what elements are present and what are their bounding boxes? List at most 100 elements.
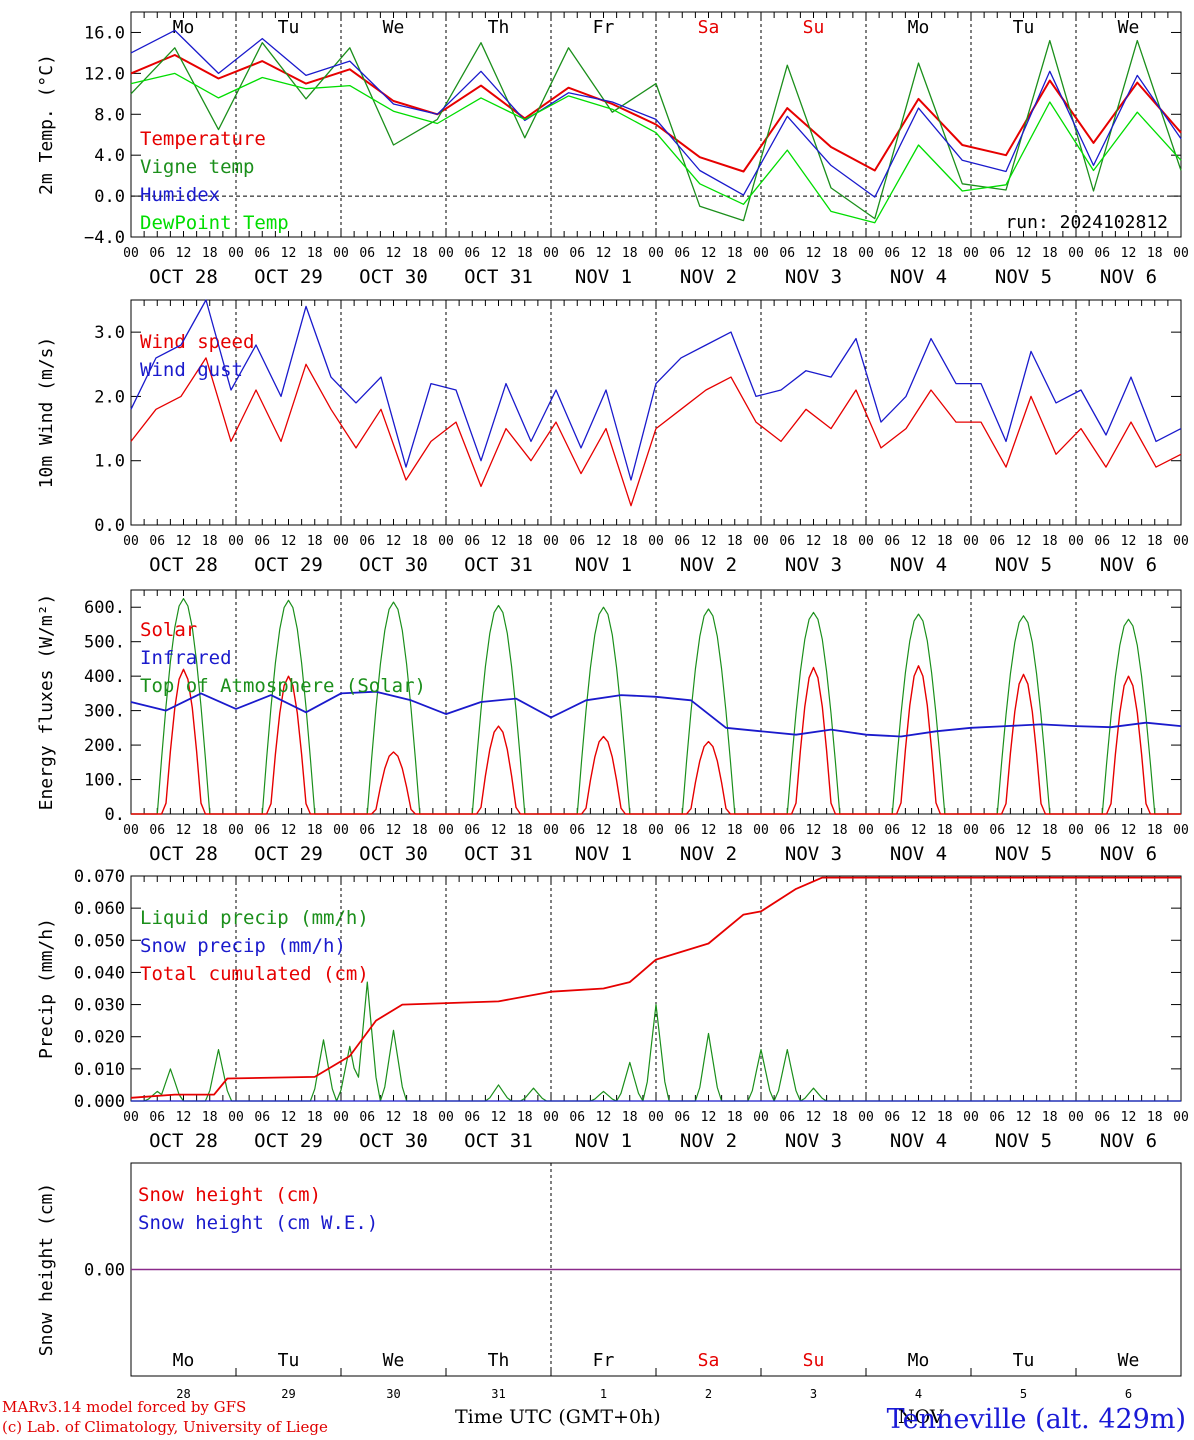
hour-tick-label: 00 [123,823,139,838]
hour-tick-label: 00 [753,534,769,549]
hour-tick-label: 00 [123,1110,139,1125]
date-label: OCT 31 [464,266,533,288]
hour-tick-label: 00 [648,823,664,838]
day-number-label: 4 [915,1387,922,1401]
hour-tick-label: 12 [806,823,822,838]
total-precip-line [130,876,1181,1099]
date-label: NOV 3 [785,843,842,865]
date-label: OCT 28 [149,554,218,576]
y-axis-label: Snow height (cm) [36,1183,57,1356]
hour-tick-label: 00 [753,246,769,261]
hour-tick-label: 06 [674,1110,690,1125]
hour-tick-label: 12 [911,1110,927,1125]
date-label: OCT 29 [254,843,323,865]
hour-tick-label: 00 [1173,1110,1189,1125]
date-label: OCT 28 [149,1130,218,1152]
day-number-label: 28 [176,1387,190,1401]
hour-tick-label: 06 [464,246,480,261]
legend-entry: Infrared [140,647,232,669]
date-label: NOV 1 [575,1130,632,1152]
weekday-label: We [1118,1350,1140,1371]
hour-tick-label: 06 [674,823,690,838]
hour-tick-label: 18 [622,1110,638,1125]
weekday-label: We [1118,17,1140,38]
hour-tick-label: 06 [149,534,165,549]
weekday-label: Fr [593,1350,615,1371]
hour-tick-label: 12 [701,246,717,261]
hour-tick-label: 00 [1173,534,1189,549]
date-label: NOV 4 [890,1130,947,1152]
hour-tick-label: 12 [1121,534,1137,549]
hour-tick-label: 18 [622,246,638,261]
hour-tick-label: 12 [596,534,612,549]
date-label: OCT 29 [254,266,323,288]
legend-entry: DewPoint Temp [140,212,289,234]
temp-series-line [130,54,1182,173]
y-tick-label: 1.0 [94,452,125,472]
weekday-label: Sa [698,1350,720,1371]
hour-tick-label: 06 [989,1110,1005,1125]
hour-tick-label: 00 [123,246,139,261]
hour-tick-label: 18 [1147,246,1163,261]
hour-tick-label: 18 [832,1110,848,1125]
hour-tick-label: 06 [1094,1110,1110,1125]
day-number-label: 5 [1020,1387,1027,1401]
y-tick-label: 0.020 [74,1028,125,1048]
hour-tick-label: 00 [543,534,559,549]
y-axis-label: 10m Wind (m/s) [36,337,57,489]
hour-tick-label: 00 [963,1110,979,1125]
hour-tick-label: 18 [412,1110,428,1125]
hour-tick-label: 12 [701,1110,717,1125]
hour-tick-label: 06 [674,246,690,261]
hour-tick-label: 06 [464,1110,480,1125]
legend-entry: Total cumulated (cm) [140,963,369,985]
hour-tick-label: 18 [202,823,218,838]
y-tick-label: 200. [84,736,125,756]
day-number-label: 29 [281,1387,295,1401]
y-tick-label: 0.0 [94,187,125,207]
hour-tick-label: 18 [1042,534,1058,549]
hour-tick-label: 06 [464,534,480,549]
y-tick-label: 0.00 [84,1261,125,1281]
legend-entry: Liquid precip (mm/h) [140,907,369,929]
date-label: OCT 31 [464,843,533,865]
hour-tick-label: 06 [779,534,795,549]
hour-tick-label: 00 [438,534,454,549]
date-label: OCT 30 [359,1130,428,1152]
hour-tick-label: 06 [674,534,690,549]
hour-tick-label: 06 [884,246,900,261]
hour-tick-label: 12 [596,1110,612,1125]
model-credit: MARv3.14 model forced by GFS [2,1398,247,1416]
y-axis-label: Precip (mm/h) [36,918,57,1059]
hour-tick-label: 06 [884,1110,900,1125]
hour-tick-label: 18 [937,823,953,838]
hour-tick-label: 12 [386,1110,402,1125]
y-tick-label: 0.030 [74,996,125,1016]
legend-entry: Snow height (cm) [138,1184,321,1206]
date-label: NOV 5 [995,554,1052,576]
hour-tick-label: 00 [963,823,979,838]
date-label: NOV 5 [995,266,1052,288]
legend-entry: Wind speed [140,331,254,353]
hour-tick-label: 18 [727,1110,743,1125]
legend-entry: Snow precip (mm/h) [140,935,346,957]
temp-series-line [130,72,1182,224]
hour-tick-label: 12 [596,246,612,261]
hour-tick-label: 00 [543,1110,559,1125]
date-label: NOV 6 [1100,266,1157,288]
lab-credit: (c) Lab. of Climatology, University of L… [2,1418,328,1436]
date-label: OCT 29 [254,1130,323,1152]
legend-entry: Wind gust [140,359,243,381]
date-label: OCT 28 [149,266,218,288]
hour-tick-label: 18 [727,823,743,838]
weekday-label: We [383,17,405,38]
date-label: NOV 4 [890,843,947,865]
hour-tick-label: 00 [123,534,139,549]
date-label: OCT 31 [464,554,533,576]
hour-tick-label: 06 [884,534,900,549]
hour-tick-label: 00 [333,1110,349,1125]
hour-tick-label: 18 [412,246,428,261]
hour-tick-label: 00 [228,534,244,549]
hour-tick-label: 00 [753,823,769,838]
y-tick-label: 100. [84,771,125,791]
